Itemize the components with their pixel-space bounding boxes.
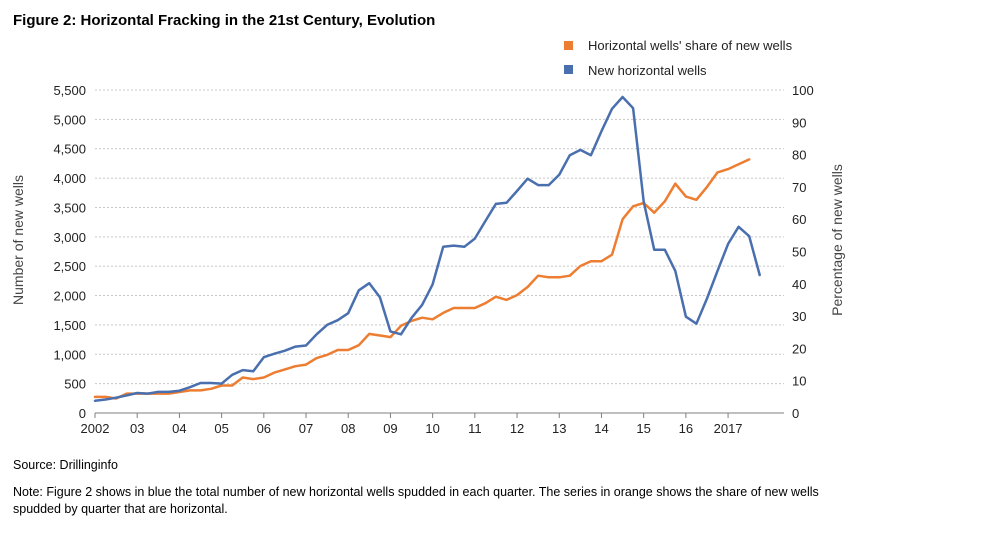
left-tick-label: 3,500 bbox=[53, 200, 86, 215]
right-tick-label: 30 bbox=[792, 309, 806, 324]
x-tick-label: 2002 bbox=[81, 421, 110, 436]
right-tick-label: 70 bbox=[792, 180, 806, 195]
left-tick-label: 3,000 bbox=[53, 230, 86, 245]
series-lines bbox=[93, 95, 761, 402]
right-axis-title: Percentage of new wells bbox=[829, 164, 845, 316]
left-tick-label: 5,500 bbox=[53, 83, 86, 98]
x-tick-label: 07 bbox=[299, 421, 313, 436]
line-chart: 05001,0001,5002,0002,5003,0003,5004,0004… bbox=[10, 38, 845, 436]
chart-title: Figure 2: Horizontal Fracking in the 21s… bbox=[13, 12, 436, 29]
x-tick-label: 16 bbox=[679, 421, 693, 436]
series-line-wells bbox=[93, 95, 761, 402]
source-note: Source: Drillinginfo bbox=[13, 458, 118, 472]
left-tick-label: 5,000 bbox=[53, 112, 86, 127]
footnote: Note: Figure 2 shows in blue the total n… bbox=[13, 485, 819, 516]
legend-swatch-wells bbox=[564, 65, 573, 74]
right-tick-label: 40 bbox=[792, 277, 806, 292]
legend: Horizontal wells' share of new wells New… bbox=[564, 38, 793, 78]
left-tick-label: 0 bbox=[79, 406, 86, 421]
left-axis-title: Number of new wells bbox=[10, 175, 26, 305]
right-tick-label: 0 bbox=[792, 406, 799, 421]
left-tick-label: 1,000 bbox=[53, 347, 86, 362]
x-tick-label: 2017 bbox=[714, 421, 743, 436]
right-tick-label: 50 bbox=[792, 245, 806, 260]
right-tick-label: 10 bbox=[792, 374, 806, 389]
x-tick-label: 15 bbox=[636, 421, 650, 436]
legend-label-share: Horizontal wells' share of new wells bbox=[588, 38, 793, 53]
x-tick-label: 11 bbox=[468, 421, 482, 436]
right-tick-label: 90 bbox=[792, 115, 806, 130]
left-tick-label: 4,000 bbox=[53, 171, 86, 186]
x-tick-label: 08 bbox=[341, 421, 355, 436]
left-tick-label: 500 bbox=[64, 377, 86, 392]
left-tick-label: 1,500 bbox=[53, 318, 86, 333]
right-tick-label: 20 bbox=[792, 341, 806, 356]
x-tick-label: 04 bbox=[172, 421, 186, 436]
x-axis-ticks: 2002 03 04 05 06 07 08 09 10 11 12 13 14 15 16 2017 bbox=[81, 413, 743, 436]
right-tick-label: 100 bbox=[792, 83, 814, 98]
x-tick-label: 10 bbox=[425, 421, 439, 436]
left-tick-label: 2,500 bbox=[53, 259, 86, 274]
left-tick-label: 4,500 bbox=[53, 142, 86, 157]
legend-swatch-share bbox=[564, 41, 573, 50]
x-tick-label: 13 bbox=[552, 421, 566, 436]
x-tick-label: 14 bbox=[594, 421, 608, 436]
left-axis-ticks: 0 500 1,000 1,500 2,000 2,500 3,000 3,500 4,000 4… bbox=[53, 83, 86, 421]
right-axis-ticks: 0 10 20 30 40 50 60 70 80 90 100 bbox=[792, 83, 814, 421]
right-tick-label: 80 bbox=[792, 148, 806, 163]
series-line-share bbox=[93, 158, 751, 400]
left-tick-label: 2,000 bbox=[53, 289, 86, 304]
x-tick-label: 03 bbox=[130, 421, 144, 436]
x-tick-label: 09 bbox=[383, 421, 397, 436]
gridlines bbox=[95, 89, 784, 385]
right-tick-label: 60 bbox=[792, 212, 806, 227]
x-tick-label: 12 bbox=[510, 421, 524, 436]
x-tick-label: 06 bbox=[257, 421, 271, 436]
legend-label-wells: New horizontal wells bbox=[588, 63, 707, 78]
x-tick-label: 05 bbox=[214, 421, 228, 436]
